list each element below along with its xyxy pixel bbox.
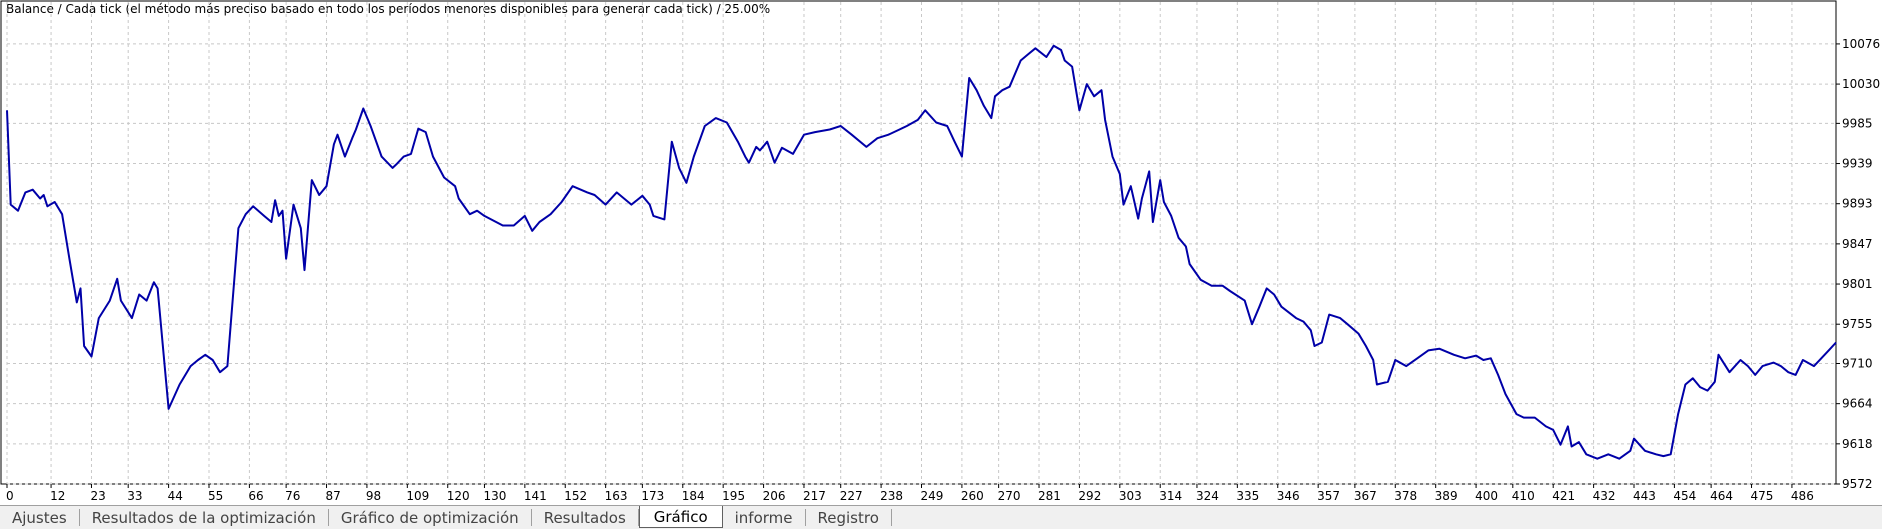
x-tick-label: 314 [1159,489,1182,503]
x-tick-label: 238 [880,489,903,503]
x-tick-label: 98 [366,489,381,503]
y-tick-label: 9664 [1842,397,1873,411]
tab[interactable]: Resultados [532,509,639,527]
x-tick-label: 109 [406,489,429,503]
balance-line [6,44,1837,460]
tab[interactable]: Gráfico de optimización [329,509,532,527]
x-tick-label: 120 [447,489,470,503]
x-tick-label: 217 [803,489,826,503]
tab[interactable]: Registro [806,509,892,527]
y-tick-label: 9710 [1842,357,1873,371]
tab[interactable]: Ajustes [0,509,80,527]
x-tick-label: 87 [326,489,341,503]
x-tick-label: 152 [564,489,587,503]
y-tick-label: 9985 [1842,116,1873,130]
x-tick-label: 55 [208,489,223,503]
x-tick-label: 486 [1791,489,1814,503]
x-tick-label: 454 [1673,489,1696,503]
y-tick-label: 9847 [1842,237,1873,251]
tab[interactable]: informe [723,509,806,527]
x-tick-label: 378 [1394,489,1417,503]
x-tick-label: 23 [90,489,105,503]
y-tick-label: 9801 [1842,277,1873,291]
x-tick-label: 130 [483,489,506,503]
x-tick-label: 227 [840,489,863,503]
x-tick-label: 443 [1633,489,1656,503]
x-tick-label: 400 [1475,489,1498,503]
x-tick-label: 357 [1317,489,1340,503]
x-tick-label: 389 [1435,489,1458,503]
x-tick-label: 33 [127,489,142,503]
x-tick-label: 281 [1038,489,1061,503]
x-tick-label: 195 [722,489,745,503]
x-tick-label: 163 [605,489,628,503]
x-tick-label: 76 [285,489,300,503]
x-tick-label: 432 [1593,489,1616,503]
chart: Balance / Cada tick (el método más preci… [0,0,1880,503]
y-tick-label: 9893 [1842,197,1873,211]
x-tick-label: 249 [921,489,944,503]
y-tick-label: 10030 [1842,77,1880,91]
y-tick-label: 9755 [1842,317,1873,331]
x-tick-label: 0 [6,489,14,503]
x-tick-label: 173 [641,489,664,503]
plot-frame [0,0,1837,485]
x-tick-label: 324 [1196,489,1219,503]
y-tick-label: 9618 [1842,437,1873,451]
tab[interactable]: Gráfico [638,506,723,528]
x-tick-label: 206 [763,489,786,503]
x-tick-label: 44 [168,489,183,503]
chart-title: Balance / Cada tick (el método más preci… [6,2,770,16]
tab-bar: Ajustes Resultados de la optimización Gráf… [0,505,1882,529]
y-tick-label: 10076 [1842,37,1880,51]
x-tick-label: 12 [50,489,65,503]
x-tick-label: 475 [1751,489,1774,503]
x-tick-label: 292 [1078,489,1101,503]
x-tick-label: 421 [1552,489,1575,503]
x-tick-label: 464 [1710,489,1733,503]
tab[interactable]: Resultados de la optimización [80,509,329,527]
x-tick-label: 410 [1512,489,1535,503]
x-tick-label: 303 [1119,489,1142,503]
y-tick-label: 9572 [1842,477,1873,491]
x-tick-label: 270 [998,489,1021,503]
x-tick-label: 346 [1277,489,1300,503]
x-tick-label: 141 [524,489,547,503]
y-tick-label: 9939 [1842,157,1873,171]
x-tick-label: 260 [961,489,984,503]
x-tick-label: 66 [248,489,263,503]
x-tick-label: 367 [1354,489,1377,503]
x-tick-label: 335 [1236,489,1259,503]
x-tick-label: 184 [682,489,705,503]
